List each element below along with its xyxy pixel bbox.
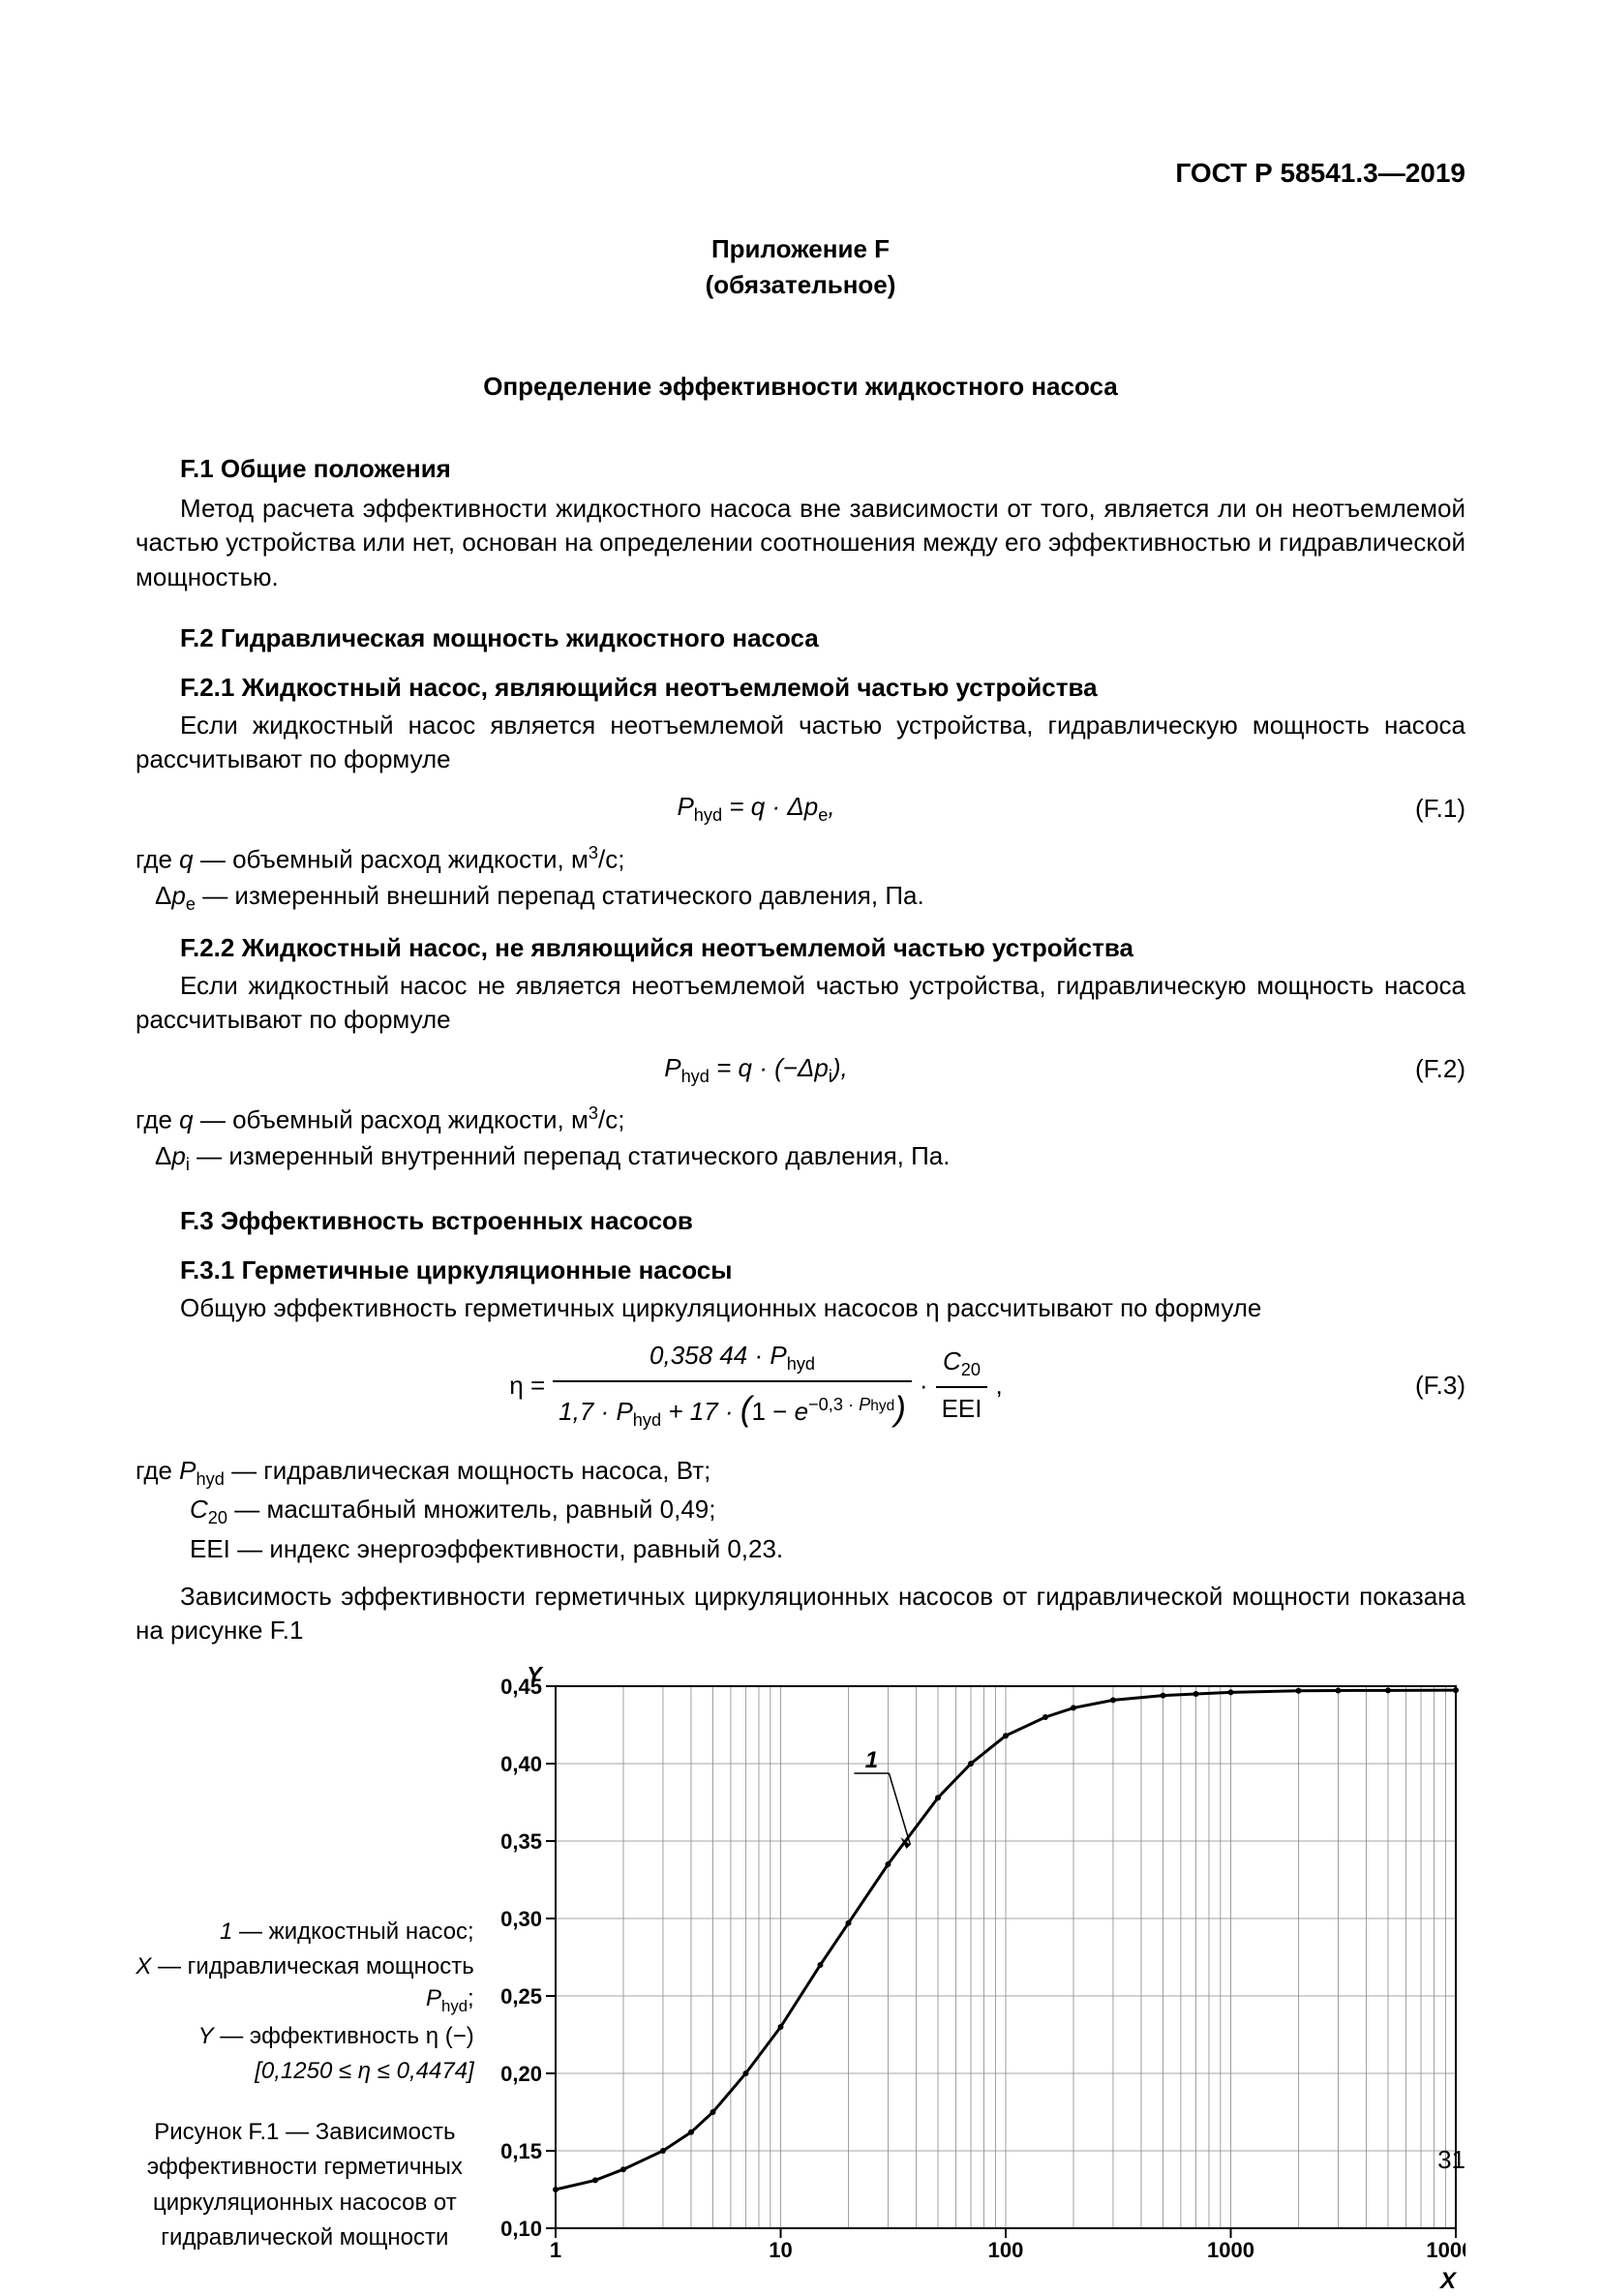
main-title: Определение эффективности жидкостного на… xyxy=(136,370,1465,404)
formula-f3-body: η = 0,358 44 · Phyd 1,7 · Phyd + 17 · (1… xyxy=(509,1339,1002,1433)
legend-line-y: Y — эффективность η (−) xyxy=(136,2021,474,2052)
svg-text:Y: Y xyxy=(527,1667,544,1688)
appendix-mandatory: (обязательное) xyxy=(136,268,1465,302)
formula-f2: Phyd = q · (−Δpi), (F.2) xyxy=(136,1051,1465,1089)
section-f31-title: F.3.1 Герметичные циркуляционные насосы xyxy=(136,1254,1465,1287)
formula-f3-num: (F.3) xyxy=(1376,1369,1465,1403)
svg-text:10: 10 xyxy=(769,2238,792,2262)
formula-f1-num: (F.1) xyxy=(1376,792,1465,826)
svg-text:0,25: 0,25 xyxy=(500,1984,542,2009)
f31-tail: Зависимость эффективности герметичных ци… xyxy=(136,1580,1465,1647)
chart-f1: 1 10 100 1000 10000 0,10 0,15 0,20 0,25 0,30 0,35 0… xyxy=(488,1667,1465,2296)
svg-text:1000: 1000 xyxy=(1207,2238,1254,2262)
section-f21-para: Если жидкостный насос является неотъемле… xyxy=(136,709,1465,776)
figure-legend: 1 — жидкостный насос; X — гидравлическая… xyxy=(136,1913,488,2296)
section-f3-title: F.3 Эффективность встроенных насосов xyxy=(136,1204,1465,1238)
appendix-label: Приложение F xyxy=(136,232,1465,266)
svg-text:10000: 10000 xyxy=(1426,2238,1465,2262)
section-f22-para: Если жидкостный насос не является неотъе… xyxy=(136,969,1465,1037)
legend-range: [0,1250 ≤ η ≤ 0,4474] xyxy=(136,2056,474,2087)
appendix-block: Приложение F (обязательное) xyxy=(136,232,1465,302)
formula-f2-body: Phyd = q · (−Δpi), xyxy=(664,1051,848,1089)
svg-text:1: 1 xyxy=(550,2238,561,2262)
f31-where-eei: EEI — индекс энергоэффективности, равный… xyxy=(136,1532,1465,1566)
section-f22-title: F.2.2 Жидкостный насос, не являющийся не… xyxy=(136,931,1465,965)
section-f1-para: Метод расчета эффективности жидкостного … xyxy=(136,492,1465,593)
formula-f1-body: Phyd = q · Δpe, xyxy=(677,790,834,828)
formula-f3: η = 0,358 44 · Phyd 1,7 · Phyd + 17 · (1… xyxy=(136,1339,1465,1433)
svg-text:0,30: 0,30 xyxy=(500,1907,542,1931)
figure-caption: Рисунок F.1 — Зависимость эффективности … xyxy=(136,2117,474,2254)
f21-where-q: где q — объемный расход жидкости, м3/с; xyxy=(136,841,1465,877)
figure-f1: 1 — жидкостный насос; X — гидравлическая… xyxy=(136,1667,1465,2296)
svg-text:0,35: 0,35 xyxy=(500,1829,542,1854)
f31-where-phyd: где Phyd — гидравлическая мощность насос… xyxy=(136,1454,1465,1492)
svg-text:1: 1 xyxy=(865,1747,878,1773)
f22-where-dpi: Δpi — измеренный внутренний перепад стат… xyxy=(136,1139,1465,1177)
section-f21-title: F.2.1 Жидкостный насос, являющийся неотъ… xyxy=(136,671,1465,705)
legend-line-x: X — гидравлическая мощность Phyd; xyxy=(136,1951,474,2017)
formula-f1: Phyd = q · Δpe, (F.1) xyxy=(136,790,1465,828)
page-number: 31 xyxy=(1437,2143,1465,2177)
doc-header: ГОСТ Р 58541.3—2019 xyxy=(1175,155,1465,192)
svg-text:0,15: 0,15 xyxy=(500,2139,542,2163)
formula-f2-num: (F.2) xyxy=(1376,1052,1465,1086)
svg-text:0,10: 0,10 xyxy=(500,2217,542,2241)
f21-where-dpe: Δpe — измеренный внешний перепад статиче… xyxy=(136,879,1465,917)
section-f31-para: Общую эффективность герметичных циркуляц… xyxy=(136,1291,1465,1325)
svg-text:0,40: 0,40 xyxy=(500,1752,542,1776)
f31-where-c20: C20 — масштабный множитель, равный 0,49; xyxy=(136,1493,1465,1530)
svg-text:X: X xyxy=(1438,2268,1458,2294)
legend-line-1: 1 — жидкостный насос; xyxy=(136,1917,474,1948)
svg-text:0,20: 0,20 xyxy=(500,2062,542,2086)
section-f2-title: F.2 Гидравлическая мощность жидкостного … xyxy=(136,621,1465,655)
svg-text:100: 100 xyxy=(987,2238,1023,2262)
f22-where-q: где q — объемный расход жидкости, м3/с; xyxy=(136,1102,1465,1137)
section-f1-title: F.1 Общие положения xyxy=(136,452,1465,486)
